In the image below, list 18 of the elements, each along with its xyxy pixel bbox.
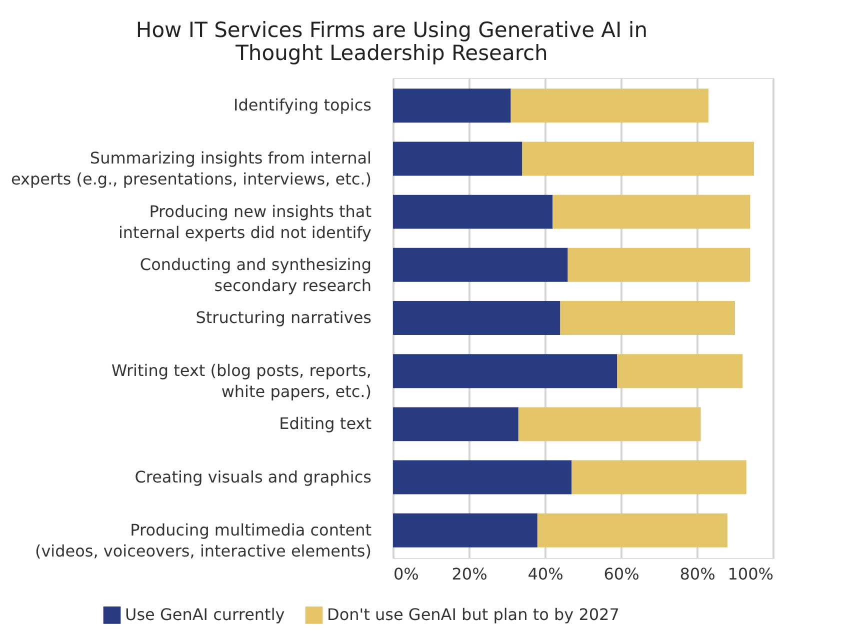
y-tick-label: Conducting and synthesizing secondary research	[140, 254, 372, 295]
y-tick-label: Producing new insights that internal experts did not identify	[118, 202, 372, 242]
y-tick-label: Producing multimedia content (videos, voiceovers, interactive elements)	[34, 520, 372, 560]
x-tick-label: 60%	[604, 564, 640, 584]
x-tick-label: 40%	[528, 564, 564, 584]
y-tick-label: Writing text (blog posts, reports, white papers, etc.)	[111, 361, 372, 402]
x-tick-label: 80%	[680, 564, 716, 584]
legend-label: Use GenAI currently	[125, 605, 285, 624]
x-tick-label: 20%	[452, 564, 488, 584]
y-tick-label: Creating visuals and graphics	[134, 467, 372, 486]
y-tick-label: Identifying topics	[233, 96, 372, 115]
legend-label: Don't use GenAI but plan to by 2027	[327, 605, 620, 624]
chart-title: How IT Services Firms are Using Generative AI in Thought Leadership Research	[136, 18, 648, 65]
x-tick-label: 0%	[394, 564, 419, 584]
y-tick-label: Editing text	[279, 414, 372, 434]
y-tick-label: Structuring narratives	[196, 308, 372, 327]
x-tick-label: 100%	[728, 564, 774, 584]
y-tick-label: Summarizing insights from internal experts (e.g., presentations, interviews, etc.)	[10, 148, 372, 189]
